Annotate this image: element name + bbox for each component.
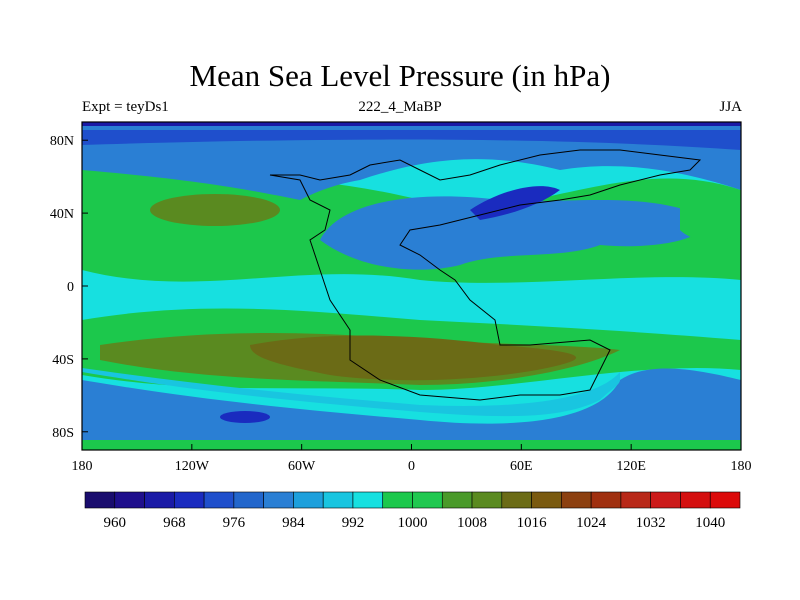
colorbar-label: 992: [342, 515, 365, 531]
y-tick-label: 0: [67, 280, 74, 295]
experiment-label: Expt = teyDs1: [82, 99, 169, 115]
colorbar-swatch: [114, 491, 145, 509]
colorbar-label: 1024: [576, 515, 607, 531]
colorbar-label: 968: [163, 515, 186, 531]
colorbar-swatch: [352, 491, 384, 509]
colorbar-swatch: [620, 491, 651, 509]
pacific-high-north: [150, 194, 280, 226]
field-976-arctic: [82, 130, 741, 150]
colorbar-swatch: [322, 491, 354, 509]
period-label: 222_4_MaBP: [358, 99, 442, 115]
y-tick-label: 40S: [52, 353, 74, 368]
season-label: JJA: [719, 99, 742, 115]
chart-title: Mean Sea Level Pressure (in hPa): [189, 58, 611, 93]
colorbar-label: 960: [104, 515, 127, 531]
colorbar-swatch: [263, 491, 294, 509]
colorbar: 960 968 976 984 992 1000 1008 1016 1024 1032 1040: [84, 491, 741, 531]
colorbar-swatch: [233, 491, 264, 509]
colorbar-swatch: [561, 491, 592, 509]
colorbar-swatch: [382, 491, 413, 509]
asia-low: [320, 196, 704, 270]
colorbar-label: 976: [223, 515, 246, 531]
continent-outline: [269, 149, 702, 401]
x-tick-label: 120E: [616, 459, 646, 474]
colorbar-swatch: [531, 491, 562, 509]
y-axis: 80N 40N 0 40S 80S: [50, 134, 88, 441]
colorbar-label: 1032: [636, 515, 666, 531]
colorbar-swatch: [680, 491, 711, 509]
x-tick-label: 0: [408, 459, 415, 474]
colorbar-label: 984: [282, 515, 305, 531]
colorbar-label: 1008: [457, 515, 487, 531]
y-tick-label: 80S: [52, 426, 74, 441]
x-tick-label: 120W: [175, 459, 210, 474]
y-tick-label: 40N: [50, 207, 74, 222]
colorbar-label: 1000: [398, 515, 428, 531]
field-1024-south: [250, 335, 577, 381]
field-968-pole: [82, 122, 741, 126]
x-tick-label: 180: [72, 459, 93, 474]
colorbar-swatch: [590, 491, 622, 509]
colorbar-swatch: [144, 491, 175, 509]
colorbar-swatch: [203, 491, 235, 509]
colorbar-swatch: [174, 491, 205, 509]
colorbar-swatch: [471, 491, 503, 509]
colorbar-swatch: [709, 491, 741, 509]
colorbar-label: 1016: [517, 515, 548, 531]
southern-low: [220, 411, 270, 423]
colorbar-swatch: [650, 491, 681, 509]
y-tick-label: 80N: [50, 134, 74, 149]
colorbar-swatch: [412, 491, 443, 509]
colorbar-label: 1040: [695, 515, 725, 531]
x-tick-label: 60W: [288, 459, 316, 474]
pressure-field: [82, 122, 741, 450]
x-tick-label: 60E: [510, 459, 533, 474]
x-axis: 180 120W 60W 0 60E 120E 180: [72, 444, 752, 474]
x-tick-label: 180: [731, 459, 752, 474]
colorbar-swatch: [441, 491, 473, 509]
field-984-south: [82, 368, 741, 450]
east-high: [680, 195, 741, 242]
colorbar-swatch: [84, 491, 116, 509]
colorbar-swatch: [293, 491, 324, 509]
colorbar-swatch: [501, 491, 532, 509]
